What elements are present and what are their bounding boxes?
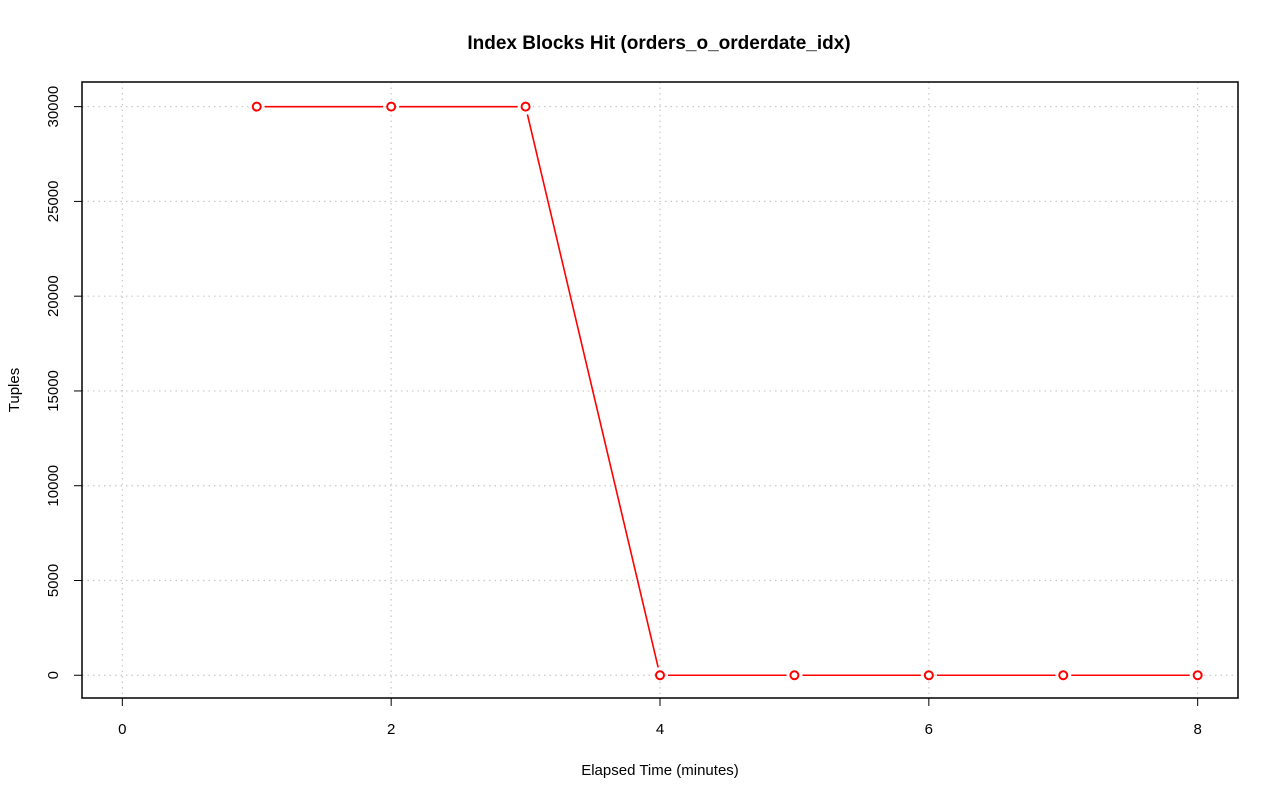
x-axis-label: Elapsed Time (minutes) [581,762,739,779]
series-line-segment [526,114,659,668]
plot-frame [81,81,1239,699]
chart-title: Index Blocks Hit (orders_o_orderdate_idx… [467,33,850,54]
data-point [655,670,665,681]
data-point [386,101,397,112]
y-axis-label: Tuples [6,368,23,412]
data-point [251,101,262,112]
y-tick-label: 25000 [45,181,62,223]
y-tick-label: 30000 [45,86,62,128]
series-layer [251,101,1203,681]
data-point [1192,670,1203,681]
y-tick-label: 10000 [45,465,62,507]
y-tick-label: 0 [45,671,62,679]
data-point [923,670,934,681]
y-tick-label: 20000 [45,275,62,317]
y-tick-label: 15000 [45,370,62,412]
y-tick-label: 5000 [45,564,62,597]
x-tick-label: 2 [387,721,395,738]
data-point [789,670,800,681]
data-point [1058,670,1069,681]
x-tick-label: 8 [1194,721,1202,738]
x-tick-label: 4 [656,721,664,738]
axis-ticks: 0 2 4 6 8 0 5000 10000 15000 20000 25000 30000 [45,86,1202,738]
x-tick-label: 6 [925,721,933,738]
grid [82,82,1238,698]
data-point [520,101,531,112]
x-tick-label: 0 [118,721,126,738]
